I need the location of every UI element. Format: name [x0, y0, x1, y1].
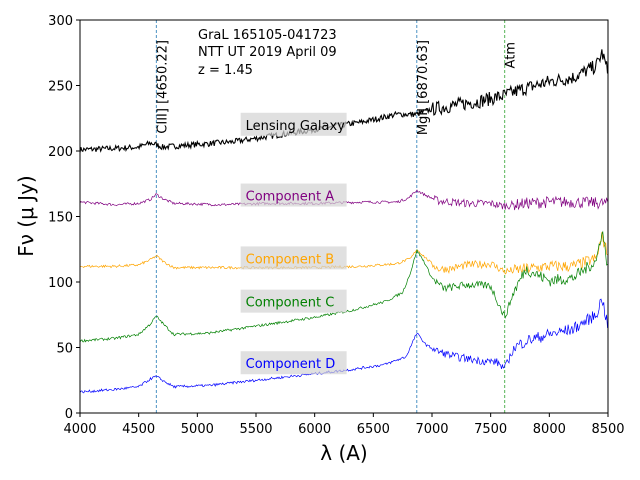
annotation-line-1: GraL 165105-041723 — [198, 28, 337, 43]
y-tick-label-5: 250 — [48, 80, 73, 95]
series-label-box-0 — [240, 112, 347, 136]
series-label-box-4 — [240, 351, 347, 375]
spectral-line-markers: CIII] [4650.22] MgII [6870.63] Atm — [155, 20, 519, 413]
series-label-4: Component D — [246, 357, 336, 372]
x-tick-label-0: 4000 — [63, 422, 96, 437]
x-tick-label-9: 8500 — [591, 422, 624, 437]
annotation-line-2: NTT UT 2019 April 09 — [198, 45, 337, 60]
series-label-box-3 — [240, 289, 347, 313]
x-axis-ticks: 4000 4500 5000 5500 6000 6500 7000 7500 8000 8500 — [63, 413, 625, 437]
x-tick-label-5: 6500 — [357, 422, 390, 437]
series-label-0: Lensing Galaxy — [246, 119, 346, 134]
vline-label-1: MgII [6870.63] — [416, 40, 431, 135]
vline-label-2: Atm — [504, 42, 519, 68]
x-tick-label-6: 7000 — [415, 422, 448, 437]
y-axis-ticks: 0 50 100 150 200 250 300 — [48, 14, 80, 422]
y-axis-label: Fν (μ Jy) — [14, 175, 38, 256]
x-tick-label-4: 6000 — [298, 422, 331, 437]
x-tick-label-3: 5500 — [239, 422, 272, 437]
x-tick-label-7: 7500 — [474, 422, 507, 437]
series-line-3 — [79, 230, 608, 343]
y-tick-label-3: 150 — [48, 211, 73, 226]
series-label-box-1 — [240, 183, 347, 207]
series-labels: Lensing Galaxy Component A Component B Comp… — [240, 112, 347, 375]
object-annotation: GraL 165105-041723 NTT UT 2019 April 09 … — [198, 28, 337, 78]
y-tick-label-1: 50 — [56, 342, 73, 357]
x-tick-label-1: 4500 — [122, 422, 155, 437]
series-label-2: Component B — [246, 252, 335, 267]
vline-label-0: CIII] [4650.22] — [155, 40, 170, 134]
x-tick-label-2: 5000 — [181, 422, 214, 437]
y-tick-label-6: 300 — [48, 14, 73, 29]
y-tick-label-4: 200 — [48, 145, 73, 160]
series-label-box-2 — [240, 246, 347, 270]
x-axis-label: λ (A) — [320, 441, 367, 465]
y-tick-label-2: 100 — [48, 276, 73, 291]
series-label-3: Component C — [246, 296, 335, 311]
series-label-1: Component A — [246, 190, 335, 205]
y-tick-label-0: 0 — [65, 407, 73, 422]
x-tick-label-8: 8000 — [533, 422, 566, 437]
annotation-line-3: z = 1.45 — [198, 63, 253, 78]
